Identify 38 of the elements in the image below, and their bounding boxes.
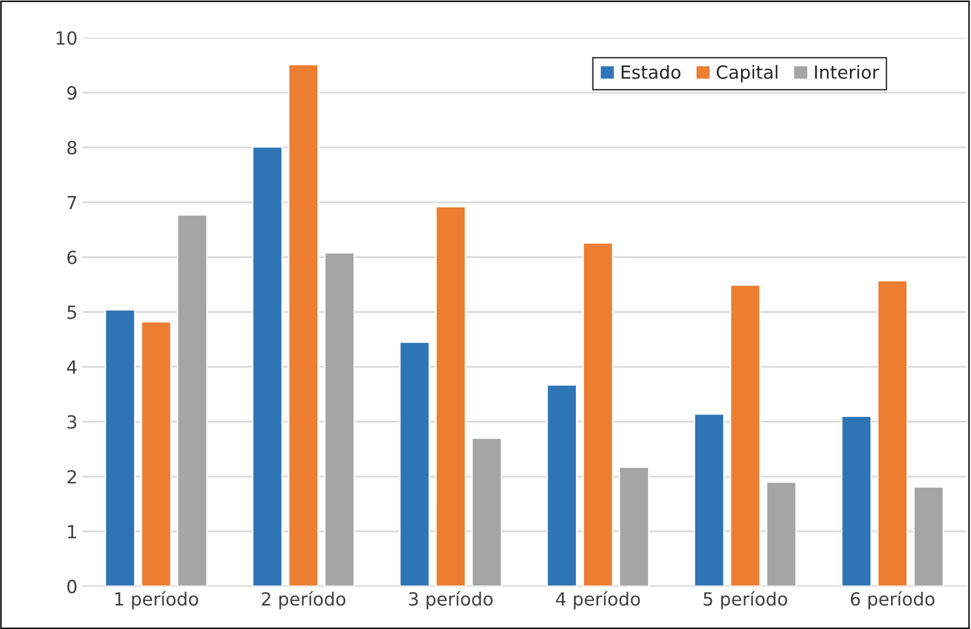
y-tick-label: 4 xyxy=(67,360,77,374)
x-tick-label: 2 período xyxy=(262,591,346,610)
bar xyxy=(730,284,761,586)
bar xyxy=(766,481,797,586)
bar xyxy=(176,214,208,586)
y-tick-label: 8 xyxy=(67,140,76,155)
bar xyxy=(913,486,944,586)
bar xyxy=(399,341,430,586)
x-tick-label: 3 período xyxy=(409,591,493,610)
x-tick-label: 6 período xyxy=(850,591,934,610)
bar xyxy=(288,64,319,586)
y-tick-label: 2 xyxy=(68,470,76,484)
bar xyxy=(618,466,650,586)
y-tick-label: 3 xyxy=(68,415,76,429)
bar xyxy=(582,242,614,586)
x-tick-label: 1 período xyxy=(115,591,198,610)
y-tick-label: 6 xyxy=(67,250,77,264)
y-tick-label: 0 xyxy=(67,580,76,594)
y-tick-label: 7 xyxy=(68,196,76,210)
x-tick-label: 5 período xyxy=(704,591,788,610)
bar xyxy=(324,252,355,586)
bar xyxy=(877,280,908,586)
y-tick-label: 5 xyxy=(68,306,76,320)
y-tick-label: 10 xyxy=(56,31,76,45)
bar xyxy=(471,437,502,586)
y-tick-label: 9 xyxy=(67,86,76,100)
legend-label: Interior xyxy=(815,64,880,79)
bar xyxy=(694,413,725,586)
bar xyxy=(104,309,136,586)
bar xyxy=(841,416,872,586)
bar xyxy=(435,206,466,586)
y-tick-label: 1 xyxy=(68,525,76,538)
bar xyxy=(140,321,172,586)
legend-label: Capital xyxy=(716,64,778,82)
legend-label: Estado xyxy=(622,64,680,79)
x-tick-label: 4 período xyxy=(556,591,640,610)
bar xyxy=(252,146,283,586)
bar xyxy=(546,384,578,586)
